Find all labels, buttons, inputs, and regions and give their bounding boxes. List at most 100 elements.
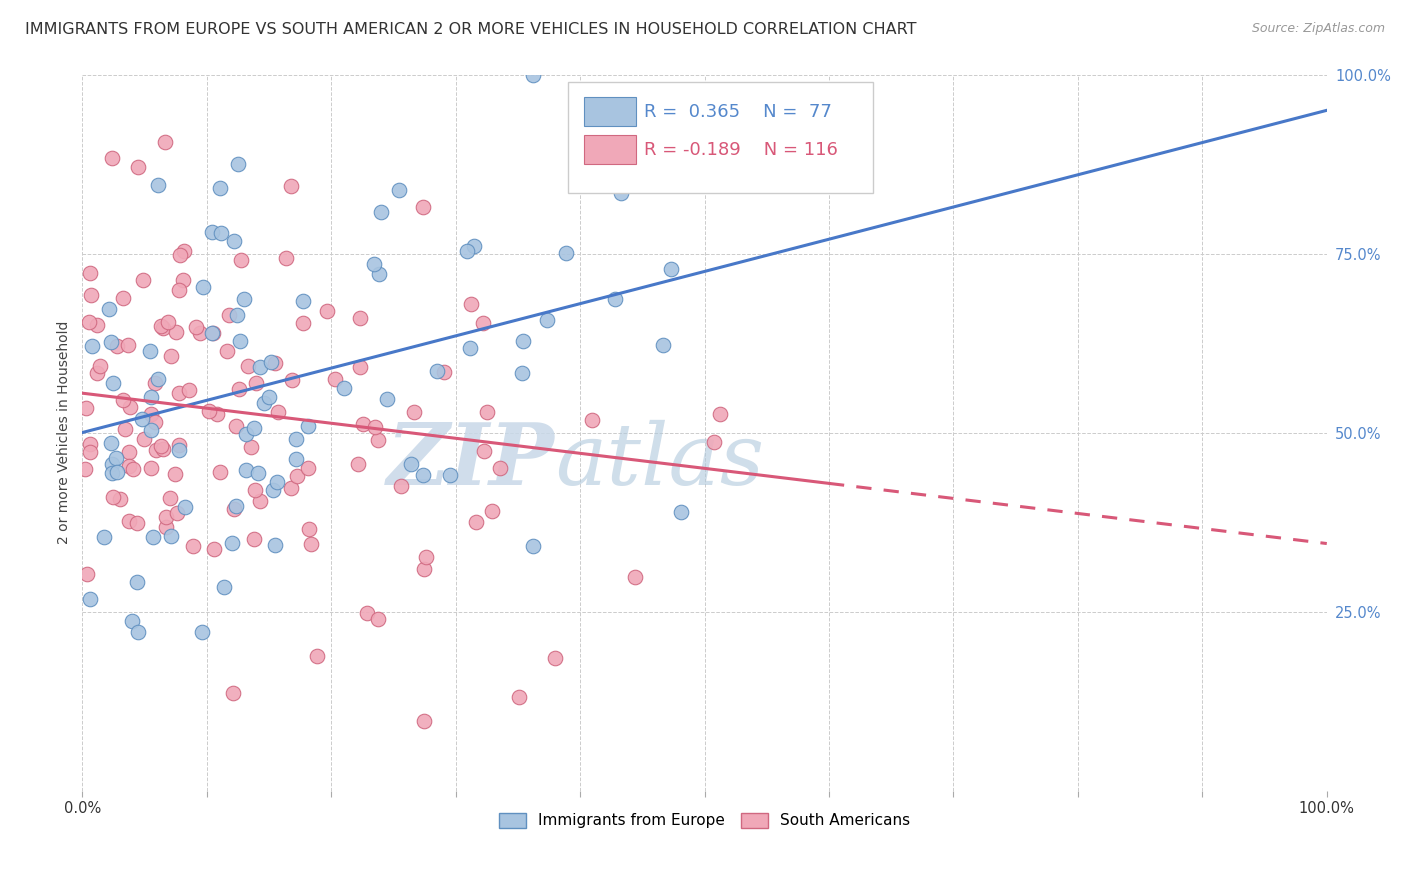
Point bbox=[297, 419, 319, 434]
Point bbox=[103, 491, 125, 505]
Point bbox=[605, 292, 627, 306]
Point bbox=[232, 293, 254, 307]
Point bbox=[101, 457, 124, 471]
Point bbox=[79, 444, 101, 458]
Point bbox=[132, 273, 155, 287]
Point bbox=[228, 382, 250, 396]
Point bbox=[257, 390, 280, 404]
Point bbox=[246, 466, 269, 480]
Point bbox=[298, 522, 321, 536]
Point bbox=[249, 359, 271, 374]
Point bbox=[100, 435, 122, 450]
Point bbox=[149, 439, 172, 453]
Point bbox=[191, 625, 214, 640]
Point bbox=[211, 227, 233, 241]
Point bbox=[292, 316, 315, 330]
Point bbox=[285, 451, 308, 466]
Point bbox=[404, 405, 426, 419]
Point bbox=[229, 334, 252, 348]
Point bbox=[439, 467, 461, 482]
Point bbox=[209, 466, 232, 480]
Point bbox=[415, 550, 437, 565]
Point bbox=[522, 539, 544, 553]
Point bbox=[363, 420, 385, 434]
FancyBboxPatch shape bbox=[583, 136, 636, 164]
Point bbox=[201, 326, 224, 340]
Point bbox=[460, 296, 482, 310]
Point bbox=[299, 537, 322, 551]
Point bbox=[156, 315, 179, 329]
Point bbox=[225, 418, 247, 433]
Point bbox=[508, 690, 530, 705]
Point bbox=[145, 443, 167, 458]
Point bbox=[262, 483, 284, 497]
Point bbox=[114, 421, 136, 435]
Point bbox=[127, 624, 149, 639]
Point bbox=[73, 462, 96, 476]
Point bbox=[253, 396, 276, 410]
Point bbox=[388, 183, 411, 197]
Point bbox=[280, 481, 302, 495]
Point bbox=[205, 407, 228, 421]
Point bbox=[152, 321, 174, 335]
Point bbox=[375, 392, 398, 407]
Point bbox=[86, 367, 108, 381]
Text: ZIP: ZIP bbox=[387, 419, 555, 503]
Point bbox=[132, 432, 155, 446]
Point bbox=[325, 372, 347, 386]
Point bbox=[263, 538, 285, 552]
Point bbox=[169, 248, 191, 262]
Point bbox=[118, 445, 141, 459]
Point bbox=[86, 318, 108, 332]
Text: IMMIGRANTS FROM EUROPE VS SOUTH AMERICAN 2 OR MORE VEHICLES IN HOUSEHOLD CORRELA: IMMIGRANTS FROM EUROPE VS SOUTH AMERICAN… bbox=[25, 22, 917, 37]
Point bbox=[159, 491, 181, 506]
Point bbox=[218, 308, 240, 322]
Point bbox=[111, 392, 134, 407]
Point bbox=[167, 283, 190, 297]
Point bbox=[153, 135, 176, 149]
Point bbox=[624, 570, 647, 584]
Point bbox=[249, 494, 271, 508]
Point bbox=[363, 257, 385, 271]
Point bbox=[118, 515, 141, 529]
Point bbox=[165, 467, 187, 481]
Point bbox=[346, 458, 368, 472]
Point bbox=[177, 383, 200, 397]
Point bbox=[239, 440, 262, 454]
Point bbox=[100, 335, 122, 350]
Point bbox=[291, 294, 314, 309]
Point bbox=[235, 463, 257, 477]
Point bbox=[225, 308, 247, 322]
Point bbox=[197, 404, 219, 418]
Point bbox=[105, 339, 128, 353]
Point bbox=[352, 417, 374, 432]
Point bbox=[267, 404, 290, 418]
Point bbox=[121, 614, 143, 628]
Point bbox=[266, 475, 288, 489]
Point bbox=[285, 468, 308, 483]
Point bbox=[413, 562, 436, 576]
Point bbox=[231, 252, 253, 267]
Point bbox=[104, 451, 127, 466]
Point bbox=[652, 338, 675, 352]
Point bbox=[118, 400, 141, 414]
Point bbox=[522, 68, 544, 82]
Point bbox=[456, 244, 478, 258]
Y-axis label: 2 or more Vehicles in Household: 2 or more Vehicles in Household bbox=[58, 321, 72, 544]
Point bbox=[127, 160, 149, 174]
Point bbox=[146, 372, 169, 386]
Point bbox=[184, 319, 207, 334]
Point bbox=[458, 341, 481, 355]
Point bbox=[112, 291, 135, 305]
Point bbox=[426, 364, 449, 378]
Point bbox=[139, 344, 162, 359]
Point bbox=[242, 420, 264, 434]
Point bbox=[167, 385, 190, 400]
Point bbox=[110, 492, 132, 507]
Point bbox=[167, 438, 190, 452]
Point bbox=[125, 575, 148, 590]
Point bbox=[190, 326, 212, 341]
Point bbox=[79, 266, 101, 280]
Point bbox=[209, 180, 232, 194]
Point bbox=[472, 444, 495, 458]
